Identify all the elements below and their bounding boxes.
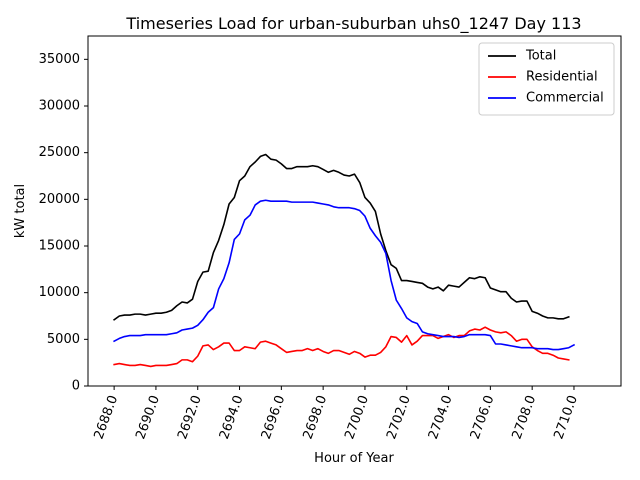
- legend-label-total: Total: [525, 49, 556, 64]
- y-axis: 0 5000 10000 15000 20000 25000 30000 35000: [39, 52, 88, 394]
- y-tick-label: 5000: [47, 332, 80, 347]
- y-axis-label: kW total: [13, 184, 28, 238]
- series-line-total: [113, 153, 570, 321]
- y-tick-label: 35000: [39, 52, 80, 67]
- plot-frame: [87, 35, 622, 387]
- y-tick-label: 0: [72, 379, 80, 394]
- series-line-commercial: [113, 199, 576, 351]
- y-tick-label: 30000: [39, 99, 80, 114]
- y-tick-label: 10000: [39, 285, 80, 300]
- legend-label-commercial: Commercial: [526, 91, 604, 106]
- legend-label-residential: Residential: [526, 70, 598, 85]
- chart-title: Timeseries Load for urban-suburban uhs0_…: [125, 14, 581, 34]
- series-line-residential: [113, 326, 570, 368]
- legend-box: [478, 42, 615, 116]
- y-tick-label: 15000: [39, 239, 80, 254]
- y-tick-label: 20000: [39, 192, 80, 207]
- series-lines: [113, 153, 576, 368]
- y-tick-label: 25000: [39, 145, 80, 160]
- x-axis-label: Hour of Year: [314, 451, 394, 466]
- legend: Total Residential Commercial: [478, 42, 615, 116]
